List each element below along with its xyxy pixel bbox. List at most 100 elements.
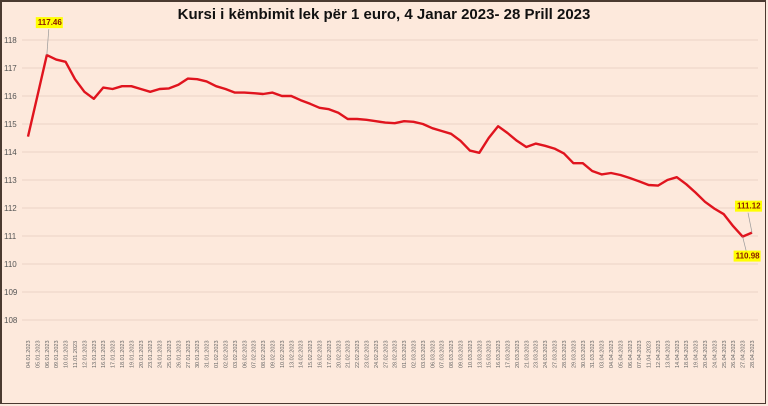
x-tick-label: 13.01.2023 (92, 340, 98, 368)
x-tick-label: 30.03.2023 (581, 340, 587, 368)
exchange-rate-line (26, 53, 753, 238)
x-tick-label: 10.03.2023 (468, 340, 474, 368)
x-tick-label: 12.01.2023 (82, 340, 88, 368)
x-tick-label: 27.04.2023 (741, 340, 747, 368)
x-tick-label: 14.02.2023 (299, 340, 305, 368)
x-tick-label: 29.03.2023 (571, 340, 577, 368)
x-tick-label: 25.04.2023 (722, 340, 728, 368)
x-tick-label: 23.01.2023 (148, 340, 154, 368)
y-tick-label: 116 (4, 92, 17, 101)
x-tick-label: 16.03.2023 (496, 340, 502, 368)
y-tick-label: 112 (4, 204, 17, 213)
x-tick-label: 20.02.2023 (336, 340, 342, 368)
x-tick-label: 07.02.2023 (252, 340, 258, 368)
x-tick-label: 30.01.2023 (195, 340, 201, 368)
x-tick-label: 09.02.2023 (270, 340, 276, 368)
x-tick-label: 31.03.2023 (590, 340, 596, 368)
x-tick-label: 26.01.2023 (176, 340, 182, 368)
y-axis: 108 109 110 111 112 113 114 115 116 117 118 (4, 36, 18, 325)
x-tick-label: 04.01.2023 (26, 340, 32, 368)
y-tick-label: 109 (4, 288, 18, 297)
y-tick-label: 117 (4, 64, 17, 73)
x-tick-label: 17.03.2023 (506, 340, 512, 368)
x-tick-label: 03.02.2023 (233, 340, 239, 368)
x-axis: 04.01.2023 05.01.2023 06.01.2023 09.01.2023… (26, 340, 756, 368)
y-tick-label: 114 (4, 148, 17, 157)
chart-title: Kursi i këmbimit lek për 1 euro, 4 Janar… (177, 6, 591, 23)
x-tick-label: 27.03.2023 (553, 340, 559, 368)
x-tick-label: 06.03.2023 (430, 340, 436, 368)
x-tick-label: 31.01.2023 (205, 340, 211, 368)
x-tick-label: 17.01.2023 (111, 340, 117, 368)
x-tick-label: 24.03.2023 (543, 340, 549, 368)
x-tick-label: 06.04.2023 (628, 340, 634, 368)
data-label-box (735, 200, 762, 212)
x-tick-label: 03.04.2023 (600, 340, 606, 368)
x-tick-label: 12.04.2023 (656, 340, 662, 368)
x-tick-label: 01.03.2023 (402, 340, 408, 368)
x-tick-label: 22.02.2023 (355, 340, 361, 368)
x-tick-label: 05.04.2023 (618, 340, 624, 368)
x-tick-label: 19.01.2023 (129, 340, 135, 368)
x-tick-label: 08.02.2023 (261, 340, 267, 368)
y-tick-label: 118 (4, 36, 17, 45)
x-tick-label: 16.01.2023 (101, 340, 107, 368)
x-tick-label: 11.04.2023 (647, 341, 653, 368)
y-tick-label: 113 (4, 176, 17, 185)
x-tick-label: 24.02.2023 (374, 340, 380, 368)
x-tick-label: 16.02.2023 (317, 340, 323, 368)
x-tick-label: 09.01.2023 (54, 340, 60, 368)
x-tick-label: 24.04.2023 (712, 340, 718, 368)
x-tick-label: 15.03.2023 (487, 340, 493, 368)
y-tick-label: 115 (4, 120, 17, 129)
y-tick-label: 110 (4, 260, 17, 269)
x-tick-label: 05.01.2023 (35, 340, 41, 368)
x-tick-label: 27.01.2023 (186, 340, 192, 368)
x-tick-label: 01.02.2023 (214, 340, 220, 368)
x-tick-label: 19.04.2023 (694, 340, 700, 368)
leader-line (742, 236, 747, 253)
x-tick-label: 11.01.2023 (73, 341, 79, 368)
x-tick-label: 20.03.2023 (515, 340, 521, 368)
x-tick-label: 02.03.2023 (412, 340, 418, 368)
data-label: 111.12 (737, 202, 761, 211)
y-tick-label: 108 (4, 316, 18, 325)
x-tick-label: 25.01.2023 (167, 340, 173, 368)
x-tick-label: 21.02.2023 (346, 340, 352, 368)
x-tick-label: 08.03.2023 (449, 340, 455, 368)
x-tick-label: 06.02.2023 (242, 340, 248, 368)
data-label-box (733, 250, 761, 262)
x-tick-label: 21.03.2023 (524, 340, 530, 368)
x-tick-label: 27.02.2023 (383, 340, 389, 368)
leader-line (46, 29, 50, 56)
x-tick-label: 18.01.2023 (120, 340, 126, 368)
x-tick-label: 28.03.2023 (562, 340, 568, 368)
x-tick-label: 18.04.2023 (684, 340, 690, 368)
x-tick-label: 17.02.2023 (327, 340, 333, 368)
x-tick-label: 13.04.2023 (665, 340, 671, 368)
x-tick-label: 14.04.2023 (675, 340, 681, 368)
x-tick-label: 06.01.2023 (45, 340, 51, 368)
x-tick-label: 07.04.2023 (637, 340, 643, 368)
data-label: 117.46 (38, 18, 63, 27)
x-tick-label: 23.02.2023 (364, 340, 370, 368)
x-tick-label: 15.02.2023 (308, 340, 314, 368)
x-tick-label: 09.03.2023 (459, 340, 465, 368)
x-tick-label: 28.04.2023 (750, 340, 756, 368)
x-tick-label: 07.03.2023 (440, 340, 446, 368)
x-tick-label: 23.03.2023 (534, 340, 540, 368)
x-tick-label: 20.04.2023 (703, 340, 709, 368)
x-tick-label: 03.03.2023 (421, 340, 427, 368)
x-tick-label: 10.02.2023 (280, 340, 286, 368)
x-tick-label: 13.03.2023 (477, 340, 483, 368)
x-tick-label: 28.02.2023 (393, 340, 399, 368)
y-tick-label: 111 (4, 232, 17, 241)
data-labels: 117.46 110.98 111.12 (35, 17, 762, 262)
x-tick-label: 13.02.2023 (289, 340, 295, 368)
x-tick-label: 26.04.2023 (731, 340, 737, 368)
x-tick-label: 20.01.2023 (139, 340, 145, 368)
data-label-box (35, 17, 63, 29)
x-tick-label: 24.01.2023 (158, 340, 164, 368)
